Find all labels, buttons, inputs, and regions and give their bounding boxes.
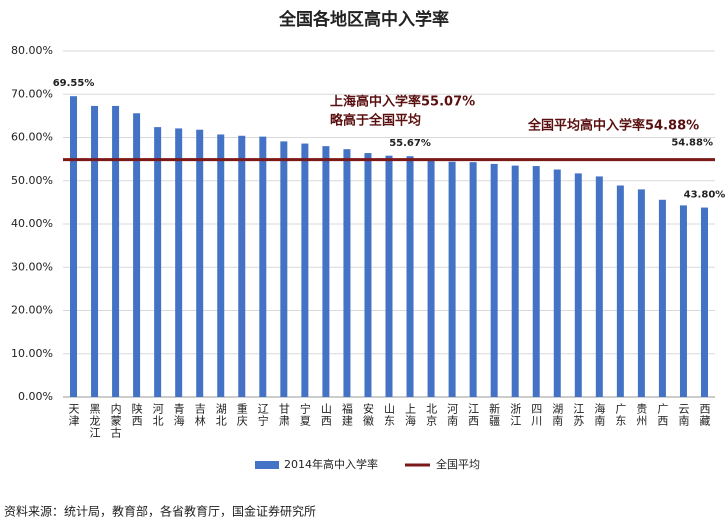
y-tick-label: 10.00% (11, 347, 53, 360)
x-tick-label: 湖南 (551, 403, 564, 427)
bar (511, 165, 519, 397)
bar (595, 176, 603, 397)
x-tick-label: 宁夏 (298, 402, 311, 427)
x-tick-label: 新疆 (488, 402, 501, 427)
x-tick-label: 广西 (656, 403, 669, 427)
annotation: 略高于全国平均 (330, 113, 421, 129)
x-tick-label: 天津 (67, 403, 80, 427)
bar (658, 199, 666, 397)
x-tick-label: 青海 (172, 403, 185, 427)
legend-swatch (255, 461, 279, 469)
bar (406, 156, 414, 397)
bar (616, 185, 624, 397)
y-tick-label: 0.00% (18, 390, 53, 403)
bar (469, 162, 477, 397)
x-tick-label: 西藏 (698, 403, 711, 427)
bar (679, 205, 687, 397)
x-tick-label: 安徽 (361, 402, 374, 427)
bar (448, 161, 456, 397)
bar (154, 127, 162, 398)
annotation: 上海高中入学率55.07% (330, 94, 475, 110)
bar (259, 136, 267, 397)
x-tick-label: 贵州 (635, 403, 648, 427)
bar (574, 173, 582, 397)
bar (301, 143, 309, 397)
bar (91, 105, 99, 398)
x-tick-label: 云南 (677, 403, 690, 427)
average-label: 54.88% (671, 138, 713, 149)
bar (364, 153, 372, 397)
x-tick-label: 山东 (383, 403, 396, 427)
y-tick-label: 80.00% (11, 44, 53, 57)
x-tick-label: 黑龙江 (88, 403, 101, 439)
bar (343, 149, 351, 397)
x-tick-label: 海南 (593, 402, 606, 427)
x-tick-label: 重庆 (235, 402, 248, 427)
x-tick-label: 浙江 (509, 403, 522, 427)
x-tick-label: 甘肃 (277, 403, 290, 427)
chart-title: 全国各地区高中入学率 (278, 9, 449, 30)
bar (553, 169, 561, 397)
bar (70, 96, 78, 397)
value-label: 43.80% (684, 190, 726, 201)
bar (217, 134, 225, 397)
x-tick-label: 辽宁 (256, 403, 269, 427)
x-tick-label: 河南 (446, 403, 459, 427)
bar (133, 113, 141, 397)
bar (385, 155, 393, 397)
bar (196, 129, 204, 397)
x-tick-label: 吉林 (193, 403, 206, 427)
y-tick-label: 70.00% (11, 87, 53, 100)
x-tick-label: 广东 (614, 403, 627, 427)
bar (700, 207, 708, 397)
y-tick-label: 20.00% (11, 304, 53, 317)
value-label: 69.55% (53, 78, 95, 89)
y-tick-label: 30.00% (11, 260, 53, 273)
legend-label: 全国平均 (436, 457, 480, 471)
source-note: 资料来源：统计局，教育部，各省教育厅，国金证券研究所 (4, 504, 316, 519)
x-tick-label: 河北 (151, 403, 164, 427)
x-tick-label: 江西 (467, 403, 480, 427)
x-tick-label: 湖北 (214, 403, 227, 427)
x-tick-label: 内蒙古 (109, 402, 122, 439)
annotation: 全国平均高中入学率54.88% (527, 118, 699, 134)
bar (532, 166, 540, 397)
x-tick-label: 山西 (319, 403, 332, 427)
bar (637, 189, 645, 397)
x-tick-label: 福建 (340, 402, 353, 427)
value-label: 55.67% (389, 138, 431, 149)
bar (427, 160, 435, 397)
bar (175, 128, 183, 398)
x-tick-label: 四川 (530, 403, 543, 427)
bar (280, 141, 288, 397)
bar (112, 105, 120, 398)
y-tick-label: 40.00% (11, 217, 53, 230)
x-tick-label: 北京 (425, 403, 438, 427)
x-tick-label: 上海 (404, 403, 417, 427)
bar (490, 163, 498, 397)
x-tick-label: 江苏 (572, 403, 585, 427)
bar (322, 146, 330, 397)
y-tick-label: 60.00% (11, 131, 53, 144)
y-tick-label: 50.00% (11, 174, 53, 187)
x-tick-label: 陕西 (130, 402, 143, 427)
bar (238, 135, 246, 397)
legend-label: 2014年高中入学率 (284, 457, 378, 471)
